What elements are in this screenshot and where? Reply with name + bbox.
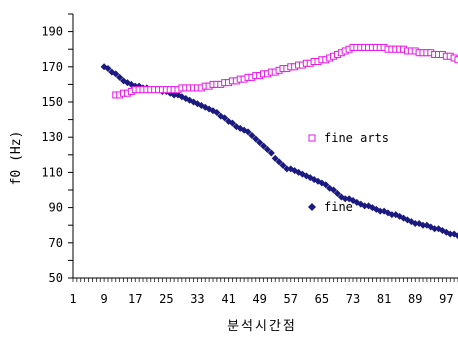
data-point-fine-arts bbox=[454, 56, 458, 64]
legend-marker-fine bbox=[308, 203, 316, 211]
data-point-fine bbox=[116, 73, 124, 81]
data-point-fine bbox=[322, 181, 330, 189]
y-tick-label: 90 bbox=[49, 201, 63, 215]
data-point-fine bbox=[170, 91, 178, 99]
axes bbox=[72, 14, 458, 279]
data-point-fine bbox=[454, 232, 458, 240]
data-point-fine bbox=[228, 119, 236, 127]
data-point-fine bbox=[256, 138, 264, 146]
x-axis-ticks: 1 9 17 25 33 41 49 57 65 73 81 89 97 bbox=[69, 278, 458, 306]
x-tick-label: 1 bbox=[69, 292, 76, 306]
data-point-fine bbox=[361, 202, 369, 210]
y-tick-label: 50 bbox=[49, 271, 63, 285]
y-tick-label: 130 bbox=[41, 130, 63, 144]
y-tick-label: 170 bbox=[41, 60, 63, 74]
x-tick-label: 73 bbox=[346, 292, 360, 306]
legend: fine fine arts bbox=[308, 131, 389, 214]
data-point-fine bbox=[221, 114, 229, 122]
data-point-fine bbox=[112, 70, 120, 78]
data-point-fine bbox=[388, 211, 396, 219]
y-axis-ticks: 50 70 90 110 130 150 170 190 bbox=[41, 13, 73, 285]
y-tick-label: 150 bbox=[41, 95, 63, 109]
legend-label-fine: fine bbox=[324, 200, 353, 214]
x-tick-label: 49 bbox=[252, 292, 266, 306]
x-tick-label: 89 bbox=[408, 292, 422, 306]
data-point-fine bbox=[419, 221, 427, 229]
y-tick-label: 70 bbox=[49, 236, 63, 250]
x-tick-label: 97 bbox=[439, 292, 453, 306]
data-point-fine bbox=[263, 146, 271, 154]
data-point-fine bbox=[446, 230, 454, 238]
data-point-fine bbox=[271, 154, 279, 162]
legend-marker-fine-arts bbox=[308, 134, 316, 142]
y-axis-label: f0 (Hz) bbox=[9, 131, 24, 186]
y-tick-label: 190 bbox=[41, 25, 63, 39]
data-point-fine bbox=[279, 161, 287, 169]
data-point-fine bbox=[248, 131, 256, 139]
data-point-fine bbox=[260, 142, 268, 150]
data-point-fine bbox=[376, 207, 384, 215]
data-point-fine bbox=[341, 195, 349, 203]
x-axis-label: 분석시간점 bbox=[227, 319, 297, 334]
data-point-fine bbox=[283, 165, 291, 173]
y-tick-label: 110 bbox=[41, 165, 63, 179]
series-fine-arts bbox=[112, 43, 458, 99]
x-tick-label: 25 bbox=[159, 292, 173, 306]
x-tick-label: 57 bbox=[284, 292, 298, 306]
data-point-fine bbox=[333, 190, 341, 198]
x-tick-label: 33 bbox=[190, 292, 204, 306]
data-point-fine bbox=[267, 149, 275, 157]
x-tick-label: 17 bbox=[128, 292, 142, 306]
x-tick-label: 41 bbox=[221, 292, 235, 306]
data-point-fine bbox=[213, 109, 221, 117]
data-point-fine bbox=[411, 219, 419, 227]
x-tick-label: 9 bbox=[100, 292, 107, 306]
data-point-fine bbox=[275, 158, 283, 166]
x-tick-label: 65 bbox=[315, 292, 329, 306]
x-tick-label: 81 bbox=[377, 292, 391, 306]
data-point-fine bbox=[431, 225, 439, 233]
data-point-fine bbox=[244, 128, 252, 136]
data-point-fine bbox=[252, 135, 260, 143]
data-point-fine bbox=[330, 186, 338, 194]
legend-label-fine-arts: fine arts bbox=[324, 131, 389, 145]
data-point-fine bbox=[104, 65, 112, 73]
